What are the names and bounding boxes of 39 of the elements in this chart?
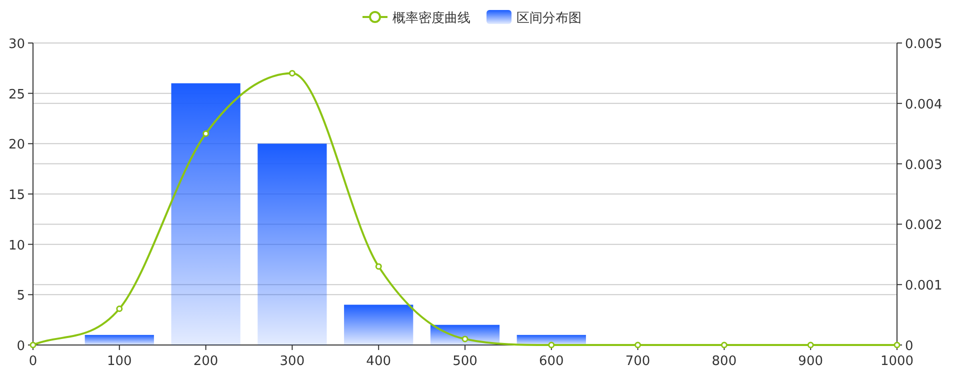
y2-tick-label: 0.001 [905, 278, 942, 294]
x-tick-label: 400 [366, 354, 392, 369]
bar [171, 83, 240, 345]
x-tick-label: 200 [193, 354, 218, 369]
point [116, 306, 123, 312]
y-tick-label: 0 [16, 339, 25, 354]
y2-tick-label: 0.002 [905, 218, 942, 234]
x-tick-label: 300 [280, 354, 305, 369]
y-tick-label: 15 [8, 188, 25, 203]
legend-label: 区间分布图 [516, 11, 582, 26]
x-tick-label: 0 [28, 354, 38, 369]
y2-tick-label: 0.005 [905, 37, 942, 52]
x-tick-label: 500 [452, 354, 478, 369]
point [634, 342, 642, 348]
x-tick-label: 900 [798, 354, 824, 369]
bar [84, 334, 154, 345]
x-tick-label: 100 [106, 354, 132, 369]
x-tick-label: 700 [625, 354, 650, 369]
y2-tick-label: 0.003 [905, 158, 942, 173]
point [548, 342, 555, 348]
bar [258, 144, 327, 345]
y-tick-label: 10 [8, 238, 25, 254]
y-tick-label: 20 [8, 138, 25, 153]
y-tick-label: 30 [8, 37, 25, 52]
x-tick-label: 800 [712, 354, 737, 369]
point [462, 336, 468, 342]
y2-tick-label: 0.004 [905, 97, 942, 112]
y2-tick-label: 0 [905, 339, 914, 354]
x-tick-label: 600 [538, 354, 564, 369]
point [202, 130, 210, 137]
y-tick-label: 25 [8, 87, 25, 102]
bar [344, 304, 414, 345]
y-tick-label: 5 [16, 288, 25, 304]
point [375, 263, 382, 270]
point [288, 70, 296, 76]
point [720, 342, 728, 348]
point [807, 342, 814, 348]
x-tick-label: 1000 [880, 354, 914, 369]
legend-label: 概率密度曲线 [392, 10, 470, 26]
